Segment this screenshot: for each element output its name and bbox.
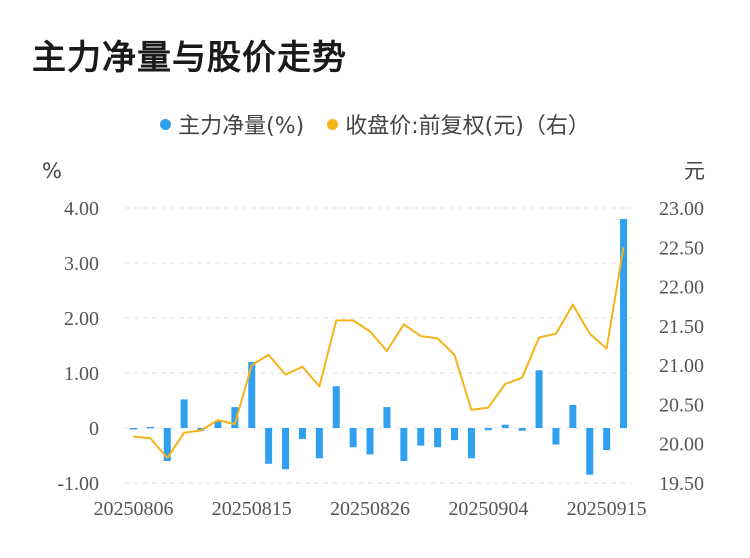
y-right-tick-label: 23.00 xyxy=(659,198,704,220)
x-tick-label: 20250826 xyxy=(330,498,410,520)
y-left-tick-label: 0 xyxy=(89,418,99,440)
bar[interactable] xyxy=(383,407,391,428)
y-left-tick-label: 2.00 xyxy=(64,308,99,330)
close-price-line[interactable] xyxy=(133,247,625,459)
y-right-tick-label: 20.00 xyxy=(659,434,704,456)
bar[interactable] xyxy=(180,399,188,428)
y-left-tick-label: -1.00 xyxy=(57,473,99,495)
bar[interactable] xyxy=(366,428,374,455)
bar[interactable] xyxy=(163,428,171,461)
x-tick-label: 20250806 xyxy=(93,498,173,520)
legend-label-close-price: 收盘价:前复权(元)（右） xyxy=(345,114,590,139)
bar[interactable] xyxy=(248,362,256,428)
bar[interactable] xyxy=(349,428,357,448)
bar[interactable] xyxy=(603,428,611,450)
bar[interactable] xyxy=(282,428,290,470)
y-left-tick-label: 3.00 xyxy=(64,253,99,275)
bar[interactable] xyxy=(417,428,425,446)
bar[interactable] xyxy=(501,424,509,428)
y-right-tick-label: 21.00 xyxy=(659,355,704,377)
y-axis-left: 4.00 3.00 2.00 1.00 0 -1.00 xyxy=(57,198,99,495)
bar[interactable] xyxy=(518,428,526,431)
grid-lines xyxy=(125,207,632,484)
legend-dot-main-force xyxy=(160,118,172,130)
bar[interactable] xyxy=(535,370,543,428)
right-axis-unit: 元 xyxy=(684,159,705,183)
x-tick-label: 20250815 xyxy=(212,498,292,520)
bar[interactable] xyxy=(332,386,340,428)
chart-title: 主力净量与股价走势 xyxy=(32,38,347,78)
y-axis-right: 23.00 22.50 22.00 21.50 21.00 20.50 20.00 19.50 xyxy=(659,198,704,495)
y-right-tick-label: 21.50 xyxy=(659,316,704,338)
bar[interactable] xyxy=(451,428,459,441)
bar[interactable] xyxy=(129,428,137,430)
bar[interactable] xyxy=(298,428,306,439)
bar[interactable] xyxy=(484,428,492,431)
x-tick-label: 20250904 xyxy=(448,498,528,520)
y-right-tick-label: 19.50 xyxy=(659,473,704,495)
bar[interactable] xyxy=(315,428,323,459)
legend-label-main-force: 主力净量(%) xyxy=(178,114,305,139)
bar-series xyxy=(129,219,628,475)
bar[interactable] xyxy=(231,407,239,428)
legend-dot-close-price xyxy=(327,118,339,130)
bar[interactable] xyxy=(400,428,408,461)
bar[interactable] xyxy=(569,404,577,428)
y-right-tick-label: 20.50 xyxy=(659,394,704,416)
legend-item-main-force[interactable]: 主力净量(%) xyxy=(160,108,304,140)
line-series xyxy=(133,247,625,459)
bar[interactable] xyxy=(146,426,154,429)
x-axis: 20250806 20250815 20250826 20250904 20250915 xyxy=(93,498,646,520)
bar[interactable] xyxy=(265,428,273,464)
bar[interactable] xyxy=(214,421,222,428)
y-right-tick-label: 22.50 xyxy=(659,237,704,259)
bar[interactable] xyxy=(434,428,442,448)
legend: 主力净量(%) 收盘价:前复权(元)（右） xyxy=(0,108,750,140)
y-left-tick-label: 4.00 xyxy=(64,198,99,220)
bar[interactable] xyxy=(586,428,594,475)
bar[interactable] xyxy=(467,428,475,459)
y-right-tick-label: 22.00 xyxy=(659,277,704,299)
bar[interactable] xyxy=(552,428,560,445)
x-tick-label: 20250915 xyxy=(567,498,647,520)
legend-item-close-price[interactable]: 收盘价:前复权(元)（右） xyxy=(327,108,590,140)
bar[interactable] xyxy=(620,219,628,428)
left-axis-unit: % xyxy=(42,159,62,183)
y-left-tick-label: 1.00 xyxy=(64,363,99,385)
